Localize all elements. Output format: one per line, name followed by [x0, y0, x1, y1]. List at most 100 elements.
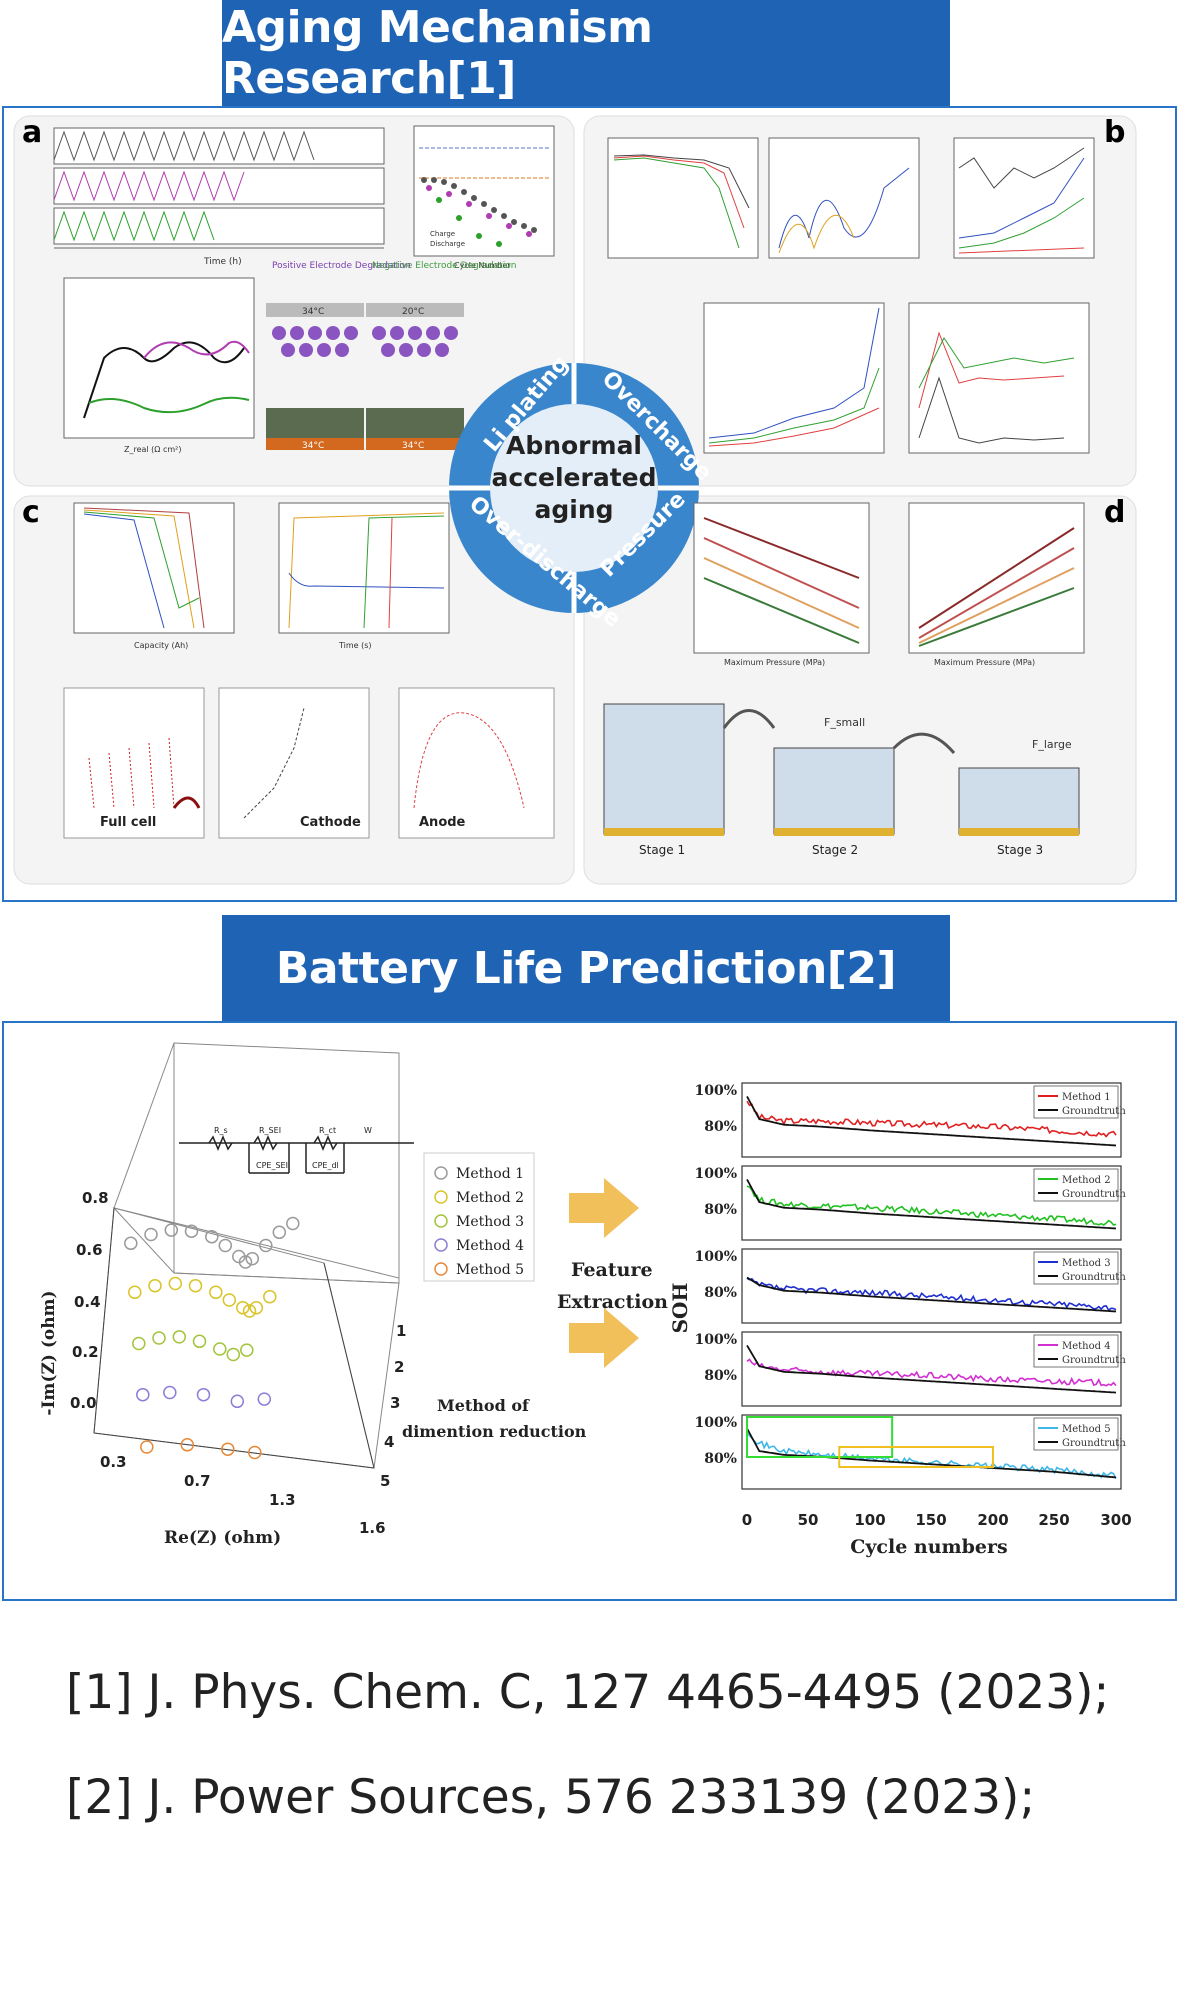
soh-charts: 100% 80% Method 1 Groundtruth 100% 80% Method … [694, 1082, 1126, 1490]
circuit-rsei: R_SEI [259, 1126, 281, 1135]
nyquist-point-method-5 [221, 1442, 235, 1456]
soh-xtick-1: 50 [798, 1511, 819, 1529]
panel-d-f-large: F_large [1032, 738, 1072, 751]
feature-label-1: Feature [571, 1259, 653, 1281]
panel-a-zreal-label: Z_real (Ω cm²) [124, 445, 181, 454]
circuit-cpe-dl: CPE_dl [312, 1161, 339, 1170]
soh-legend-label: Method 1 [1062, 1092, 1111, 1103]
panel-a-voltage-profiles: Time (h) [53, 127, 385, 267]
circuit-rct: R_ct [319, 1126, 336, 1135]
legend-label-method-1: Method 1 [456, 1166, 524, 1182]
roundel-line-1: Abnormal [506, 431, 642, 460]
nyq-ztick-0: 1 [396, 1322, 406, 1340]
legend-label-method-3: Method 3 [456, 1214, 524, 1230]
panel-letter-b: b [1104, 115, 1125, 150]
circuit-rs: R_s [214, 1126, 228, 1135]
legend-marker-method-2 [434, 1190, 448, 1204]
section-title-prediction: Battery Life Prediction[2] [222, 915, 950, 1021]
soh-ytick-80: 80% [704, 1119, 737, 1135]
nyq-ztick-3: 4 [384, 1433, 394, 1451]
soh-line-3-groundtruth [746, 1276, 1117, 1313]
nyquist-point-method-3 [172, 1330, 187, 1344]
nyquist-legend: Method 1 Method 2 Method 3 Method 4 Method 5 [423, 1152, 535, 1282]
nyq-ztick-1: 2 [394, 1358, 404, 1376]
panel-letter-a: a [22, 115, 42, 150]
nyquist-point-method-2 [222, 1293, 237, 1307]
panel-a-temp-bottom-2: 34°C [402, 441, 424, 451]
nyq-ytick-2: 0.4 [74, 1293, 101, 1311]
nyquist-point-method-1 [272, 1225, 287, 1240]
nyquist-point-method-3 [226, 1347, 241, 1362]
panel-d-f-small: F_small [824, 716, 865, 729]
nyquist-point-method-1 [124, 1236, 138, 1251]
soh-ytick-80: 80% [704, 1451, 737, 1467]
soh-ytick-100: 100% [694, 1332, 737, 1348]
nyq-ytick-0: 0.8 [82, 1189, 109, 1207]
nyquist-series [124, 1216, 300, 1460]
nyq-zlabel-2: dimention reduction [402, 1422, 587, 1441]
nyquist-point-method-2 [236, 1300, 250, 1315]
panel-a-cycle-label: Cycle Number [454, 261, 511, 270]
aging-figure: a b c d Time (h) [13, 115, 1137, 885]
legend-marker-method-5 [434, 1262, 448, 1276]
panel-d-stage-2: Stage 2 [812, 843, 858, 857]
nyquist-legend-box [423, 1152, 535, 1282]
soh-legend-label: Groundtruth [1062, 1189, 1126, 1200]
soh-legend-box-2 [1033, 1168, 1119, 1202]
roundel-line-3: aging [534, 495, 613, 524]
soh-legend-label: Method 2 [1062, 1175, 1111, 1186]
reference-2: [2] J. Power Sources, 576 233139 (2023); [66, 1770, 1036, 1825]
legend-marker-method-4 [434, 1238, 448, 1252]
soh-ytick-100: 100% [694, 1415, 737, 1431]
nyquist-point-method-4 [257, 1392, 272, 1406]
soh-xtick-2: 100 [854, 1511, 885, 1529]
soh-ylabel: SOH [668, 1283, 692, 1334]
panel-d-pressure-label-1: Maximum Pressure (MPa) [724, 658, 825, 667]
nyq-ztick-4: 5 [380, 1472, 390, 1490]
nyquist-point-method-4 [230, 1394, 245, 1409]
soh-legend-label: Groundtruth [1062, 1106, 1126, 1117]
nyq-ytick-1: 0.6 [76, 1241, 103, 1259]
nyquist-point-method-3 [240, 1343, 254, 1357]
nyquist-point-method-2 [148, 1278, 162, 1293]
panel-b-charts [607, 137, 1095, 454]
roundel-line-2: accelerated [492, 463, 657, 492]
panel-d-stage-3: Stage 3 [997, 843, 1043, 857]
nyq-xtick-2: 1.3 [269, 1491, 296, 1509]
soh-ytick-100: 100% [694, 1166, 737, 1182]
legend-label-method-4: Method 4 [456, 1238, 524, 1254]
nyquist-point-method-1 [144, 1227, 158, 1242]
soh-legend-box-1 [1033, 1085, 1119, 1119]
panel-c-cathode-label: Cathode [300, 815, 361, 830]
nyquist-point-method-1 [238, 1255, 253, 1269]
nyquist-point-method-2 [128, 1285, 142, 1300]
soh-line-2-groundtruth [746, 1178, 1117, 1230]
panel-d-stage-1: Stage 1 [639, 843, 685, 857]
nyquist-point-method-1 [184, 1224, 199, 1238]
soh-xtick-5: 250 [1038, 1511, 1069, 1529]
nyquist-point-method-3 [132, 1336, 146, 1351]
nyq-ytick-3: 0.2 [72, 1343, 99, 1361]
nyq-ztick-2: 3 [390, 1394, 400, 1412]
nyquist-point-method-5 [180, 1438, 195, 1452]
soh-highlight-green [746, 1416, 894, 1458]
equivalent-circuit [179, 1135, 414, 1174]
soh-legend-label: Groundtruth [1062, 1438, 1126, 1449]
reference-1: [1] J. Phys. Chem. C, 127 4465-4495 (202… [66, 1665, 1110, 1720]
panel-a-electrode-schematic: Positive Electrode Degradation Negative … [266, 261, 516, 451]
circuit-w: W [364, 1126, 372, 1135]
nyquist-point-method-3 [213, 1342, 227, 1356]
nyq-zlabel-1: Method of [437, 1396, 530, 1415]
soh-legend-box-4 [1033, 1334, 1119, 1368]
nyquist-point-method-4 [163, 1385, 177, 1400]
soh-xtick-0: 0 [742, 1511, 752, 1529]
legend-label-method-5: Method 5 [456, 1262, 524, 1278]
panel-a-legend-charge: Charge [430, 230, 455, 238]
prediction-figure: R_s R_SEI R_ct W CPE_SEI CPE_dl 0.8 0.6 … [39, 1042, 1132, 1558]
nyquist-point-method-1 [259, 1238, 273, 1253]
legend-marker-method-1 [434, 1166, 448, 1180]
panel-a-temp-bottom-1: 34°C [302, 441, 324, 451]
section-title-aging: Aging Mechanism Research[1] [222, 0, 950, 106]
soh-legend-label: Method 3 [1062, 1258, 1111, 1269]
soh-line-4-groundtruth [746, 1344, 1117, 1394]
